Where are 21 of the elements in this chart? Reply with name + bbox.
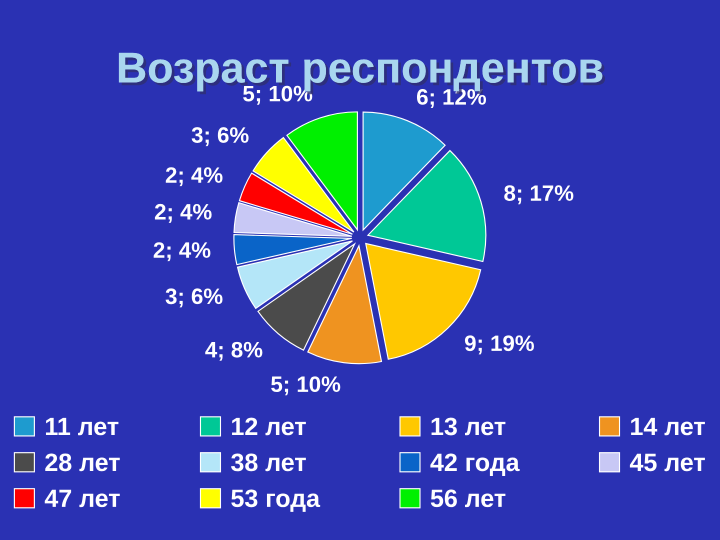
data-label: 6; 12%	[416, 89, 486, 108]
legend-label: 14 лет	[631, 418, 705, 436]
data-label: 3; 6%	[192, 127, 249, 146]
legend-label: 28 лет	[45, 454, 120, 472]
data-label: 5; 10%	[271, 376, 340, 396]
legend-label: 56 лет	[430, 489, 506, 508]
data-label: 2; 4%	[154, 242, 210, 262]
data-label: 2; 4%	[166, 167, 223, 186]
data-label: 8; 17%	[504, 185, 574, 204]
data-label: 2; 4%	[154, 204, 212, 223]
legend-label: 42 года	[430, 454, 520, 476]
legend-label: 38 лет	[231, 454, 306, 472]
legend-label: 45 лет	[630, 454, 705, 472]
legend-label: 12 лет	[232, 418, 306, 436]
legend-label: 47 лет	[44, 490, 120, 508]
legend-label: 13 лет	[432, 418, 506, 436]
data-label: 9; 19%	[464, 335, 534, 354]
data-label: 4; 8%	[205, 342, 262, 361]
legend-label: 53 года	[231, 489, 320, 512]
data-label: 3; 6%	[166, 288, 223, 308]
legend-label: 11 лет	[46, 418, 118, 436]
